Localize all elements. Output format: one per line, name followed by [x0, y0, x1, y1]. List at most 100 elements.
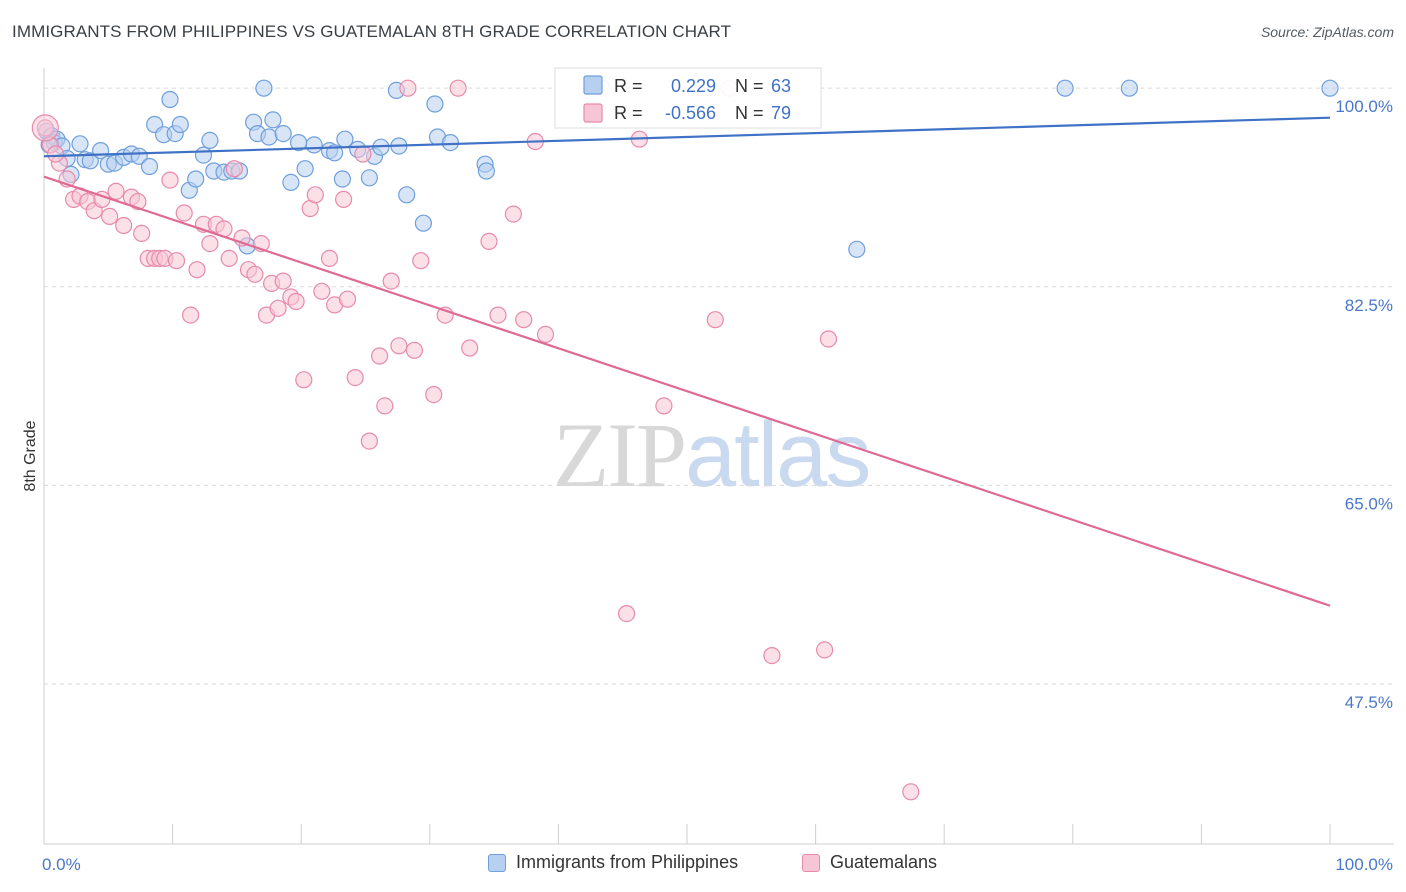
guatemalans-point: [815, 641, 834, 659]
legend-pink-r-value: -0.566: [665, 103, 716, 123]
guatemalans-point: [617, 604, 636, 623]
philippines-point: [1056, 79, 1074, 97]
guatemalans-point: [320, 249, 339, 267]
legend-philippines-swatch: [488, 853, 506, 872]
guatemalans-point: [269, 299, 287, 317]
guatemalans-point: [480, 232, 498, 250]
legend-pink-n-label: N =: [735, 103, 764, 123]
philippines-point: [1321, 79, 1339, 97]
guatemalans-point: [461, 339, 479, 357]
guatemalans-point: [504, 205, 523, 223]
guatemalans-point: [902, 783, 920, 801]
guatemalans-point: [405, 341, 423, 359]
legend-blue-n-value: 63: [771, 76, 791, 96]
guatemalans-point: [425, 386, 443, 404]
philippines-point: [140, 157, 159, 176]
grid-layer: [44, 87, 1394, 685]
guatemalans-point: [412, 252, 430, 270]
chart-title: IMMIGRANTS FROM PHILIPPINES VS GUATEMALA…: [12, 22, 732, 41]
guatemalans-point: [763, 646, 781, 665]
guatemalans-point: [31, 114, 59, 142]
legend-guatemalans-swatch: [802, 853, 820, 872]
guatemalans-point: [107, 182, 125, 200]
philippines-point: [398, 186, 416, 204]
guatemalans-point: [167, 252, 186, 270]
guatemalans-point: [382, 272, 400, 290]
guatemalans-point: [515, 311, 533, 329]
guatemalans-point: [489, 306, 507, 324]
guatemalans-point: [706, 311, 724, 329]
philippines-point: [274, 125, 292, 143]
watermark-zip: ZIP: [553, 404, 687, 506]
x-tick-label-max: 100.0%: [1335, 855, 1393, 874]
series-legend: Immigrants from Philippines Guatemalans: [0, 848, 1406, 878]
trend-layer: [43, 116, 1331, 607]
legend-blue-swatch: [583, 75, 603, 95]
guatemalans-point: [360, 432, 378, 450]
guatemalans-point: [220, 249, 238, 267]
guatemalans-point: [287, 292, 305, 311]
guatemalans-point: [376, 397, 394, 415]
philippines-point: [326, 144, 344, 162]
y-tick-label: 82.5%: [1345, 296, 1393, 315]
x-tick-label-min: 0.0%: [42, 855, 81, 874]
guatemalans-point: [188, 261, 206, 279]
guatemalans-point: [449, 79, 467, 97]
legend-blue-n-label: N =: [735, 76, 764, 96]
guatemalans-point: [175, 204, 193, 222]
legend-item-guatemalans: Guatemalans: [802, 852, 937, 873]
guatemalans-point: [338, 290, 357, 308]
legend-guatemalans-label: Guatemalans: [830, 852, 938, 872]
philippines-trend-line: [43, 116, 1331, 158]
guatemalans-point: [536, 325, 555, 343]
y-tick-label: 100.0%: [1335, 97, 1393, 116]
label-layer: 100.0% 82.5% 65.0% 47.5% 0.0% 100.0% 8th Grade: [22, 97, 1393, 874]
guatemalans-point: [295, 371, 313, 389]
legend-blue-r-value: 0.229: [671, 76, 716, 96]
guatemalans-point: [161, 171, 179, 189]
philippines-point: [260, 128, 278, 146]
correlation-legend: R = 0.229 N = 63 R = -0.566 N = 79: [554, 67, 822, 129]
guatemalans-point: [306, 186, 324, 204]
philippines-point: [201, 131, 219, 149]
philippines-point: [336, 130, 354, 148]
guatemalans-point: [115, 216, 133, 235]
legend-blue-r-label: R =: [614, 76, 643, 96]
legend-pink-r-label: R =: [614, 103, 643, 123]
philippines-point: [71, 135, 89, 153]
philippines-point: [282, 173, 300, 191]
guatemalans-point: [335, 190, 353, 208]
guatemalans-point: [133, 224, 151, 242]
y-tick-label: 65.0%: [1345, 494, 1393, 513]
philippines-point: [296, 160, 314, 178]
guatemalans-point: [201, 235, 219, 253]
watermark: ZIPatlas: [553, 402, 871, 508]
philippines-point: [264, 111, 282, 129]
guatemalans-point: [399, 79, 417, 97]
legend-item-philippines: Immigrants from Philippines: [488, 852, 738, 873]
philippines-point: [426, 95, 444, 113]
guatemalans-point: [313, 282, 331, 300]
points-layer: [31, 79, 1339, 801]
guatemalans-point: [371, 347, 389, 365]
guatemalans-point: [354, 145, 372, 163]
philippines-point: [414, 214, 432, 232]
guatemalans-trend-line: [43, 175, 1331, 607]
philippines-point: [187, 170, 205, 188]
guatemalans-point: [46, 145, 65, 163]
y-axis-title: 8th Grade: [22, 420, 39, 491]
guatemalans-point: [246, 265, 264, 283]
guatemalans-point: [346, 369, 364, 387]
philippines-point: [81, 152, 99, 170]
axis-layer: [43, 68, 1394, 845]
philippines-point: [194, 146, 213, 164]
philippines-point: [305, 136, 323, 154]
philippines-point: [171, 115, 189, 134]
guatemalans-point: [274, 272, 292, 290]
y-tick-label: 47.5%: [1345, 693, 1393, 712]
philippines-point: [477, 162, 495, 180]
legend-pink-n-value: 79: [771, 103, 791, 123]
guatemalans-point: [225, 160, 243, 178]
philippines-point: [161, 90, 179, 109]
